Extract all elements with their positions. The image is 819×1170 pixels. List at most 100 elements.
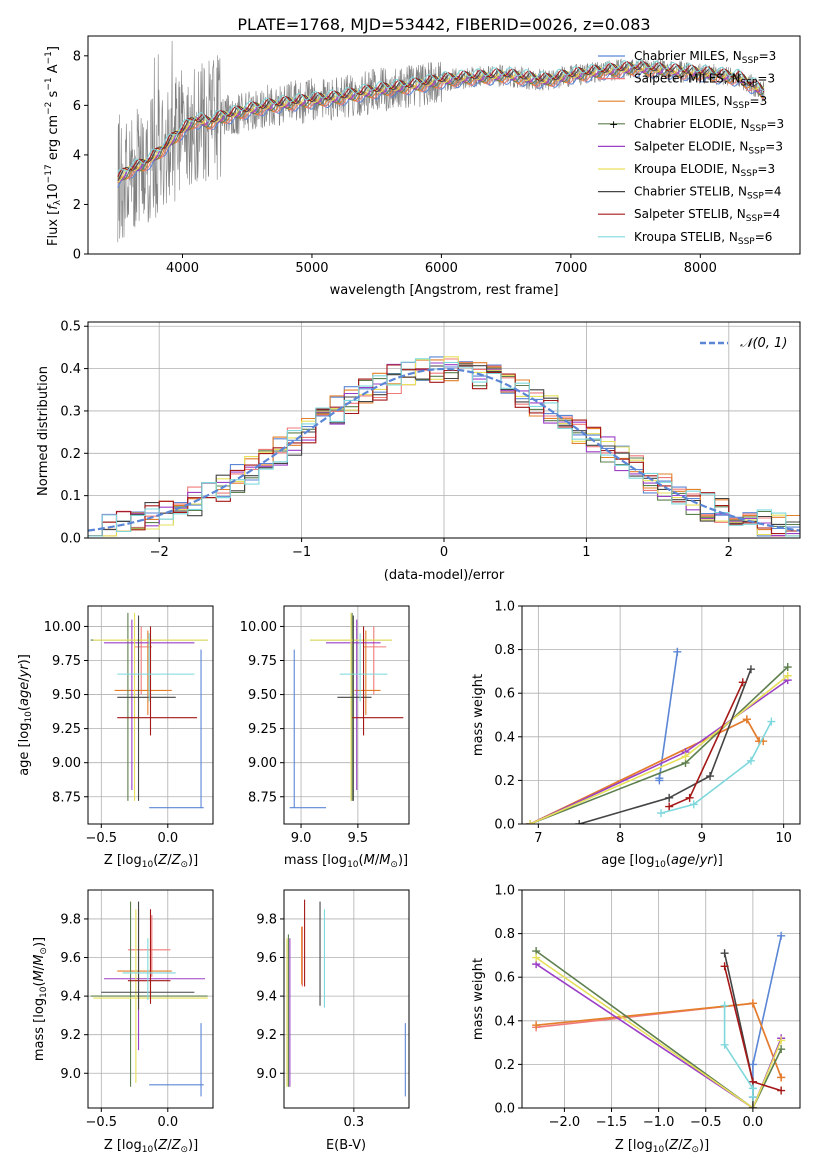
weight-point-kroupa-stelib — [720, 1001, 729, 1010]
residuals-ytick-label: 0.4 — [60, 362, 81, 377]
weight-point-chabrier-stelib — [748, 1104, 757, 1108]
weight-line-chabrier-stelib — [723, 953, 754, 1108]
weight-point-salpeter-stelib — [665, 802, 674, 811]
legend-label-kroupa-stelib: Kroupa STELIB, NSSP=6 — [634, 230, 772, 247]
residuals-marks — [88, 356, 800, 537]
weight-z-ytick-label: 0.2 — [494, 1058, 515, 1073]
weight-line-kroupa-elodie — [529, 675, 789, 824]
residuals-ytick-label: 0.1 — [60, 489, 81, 504]
weight-age-ytick-label: 0.6 — [494, 687, 515, 702]
weight-z-marks — [532, 931, 786, 1108]
weight-line-kroupa-elodie — [535, 956, 782, 1108]
legend-label-kroupa-elodie: Kroupa ELODIE, NSSP=3 — [634, 162, 775, 179]
residuals-legend: 𝒩(0, 1) — [700, 336, 787, 351]
age-mass-xtick-label: 9.5 — [348, 831, 369, 846]
legend-sub: SSP — [738, 237, 755, 247]
mass-z-xtick-label: −0.5 — [86, 1115, 118, 1130]
spectrum-ytick-label: 4 — [73, 148, 81, 163]
model-spectrum-chabrier-stelib — [117, 62, 765, 181]
weight-z-xtick-label: −1.0 — [643, 1115, 675, 1130]
weight-point-chabrier-stelib — [720, 949, 729, 958]
spectrum-plot-area: 4000 5000 6000 7000 8000 0 2 4 6 8 — [73, 35, 801, 276]
spectrum-frame — [87, 35, 801, 255]
mass-z-ylabel: mass [log10(M/M⊙)] — [32, 937, 49, 1061]
weight-point-chabrier-miles — [673, 647, 682, 656]
age-mass-frame — [283, 605, 410, 825]
residual-hist-salpeter-stelib — [88, 364, 800, 537]
weight-point-kroupa-stelib — [767, 717, 776, 726]
weight-z-xtick-label: −0.5 — [690, 1115, 722, 1130]
age-mass-ytick-label: 8.75 — [248, 790, 277, 805]
mass-ebv-marks — [286, 899, 406, 1097]
legend-sub: SSP — [747, 192, 764, 202]
residuals-xtick-label: −1 — [292, 545, 311, 560]
legend-sub: SSP — [741, 79, 758, 89]
spectrum-ytick-label: 2 — [73, 198, 81, 213]
residuals-xtick-label: −2 — [150, 545, 169, 560]
figure-title: PLATE=1768, MJD=53442, FIBERID=0026, z=0… — [237, 15, 650, 34]
model-spectrum-chabrier-miles — [117, 69, 765, 188]
weight-z-ylabel: mass weight — [471, 958, 486, 1040]
weight-point-salpeter-stelib — [685, 793, 694, 802]
spectrum-xtick-label: 8000 — [684, 261, 717, 276]
mass-z-xtick-label: 0.0 — [157, 1115, 178, 1130]
age-mass-ytick-label: 10.00 — [240, 620, 277, 635]
legend-value: =3 — [765, 139, 783, 153]
spectrum-ytick-label: 0 — [73, 248, 81, 263]
spectrum-ticks: 4000 5000 6000 7000 8000 0 2 4 6 8 — [73, 49, 717, 276]
weight-age-ytick-label: 0.4 — [494, 730, 515, 745]
legend-value: =3 — [757, 162, 775, 176]
legend-marker: + — [609, 118, 618, 131]
mass-z-ticks: −0.5 0.0 9.0 9.2 9.4 9.6 9.8 — [60, 912, 178, 1130]
residual-hist-kroupa-stelib — [88, 358, 800, 537]
weight-line-chabrier-stelib — [578, 668, 752, 824]
weight-point-salpeter-stelib — [777, 1086, 786, 1095]
weight-age-xlabel: age [log10(age/yr)] — [601, 853, 723, 870]
mass-z-ytick-label: 9.6 — [60, 951, 81, 966]
residuals-xtick-label: 0 — [440, 545, 448, 560]
mass-ebv-ytick-label: 9.4 — [256, 990, 277, 1005]
panel-weight-age: 7 8 9 10 0.0 0.2 0.4 0.6 0.8 1.0 — [494, 600, 801, 847]
age-mass-ytick-label: 9.50 — [248, 688, 277, 703]
mass-ebv-ytick-label: 9.0 — [256, 1067, 277, 1082]
weight-point-kroupa-miles — [748, 999, 757, 1008]
residuals-plot-area: −2 −1 0 1 2 0.0 0.1 0.2 0.3 0.4 0.5 — [60, 320, 801, 560]
age-z-ytick-label: 9.50 — [52, 688, 81, 703]
residuals-xtick-label: 2 — [725, 545, 733, 560]
weight-point-kroupa-elodie — [526, 820, 535, 824]
legend-sub: SSP — [733, 101, 750, 111]
mass-z-ytick-label: 9.0 — [60, 1067, 81, 1082]
age-z-ylabel: age [log10(age/yr)] — [17, 654, 34, 776]
weight-line-kroupa-stelib — [660, 721, 773, 814]
age-mass-ticks: 9.0 9.5 8.75 9.00 9.25 9.50 9.75 10.00 — [240, 620, 368, 846]
weight-age-ytick-label: 0.2 — [494, 774, 515, 789]
mass-ebv-ytick-label: 9.6 — [256, 951, 277, 966]
mass-z-frame — [87, 889, 214, 1109]
panel-age-mass: 9.0 9.5 8.75 9.00 9.25 9.50 9.75 10.00 — [240, 605, 410, 846]
age-z-frame — [87, 605, 214, 825]
legend-label-chabrier-elodie: Chabrier ELODIE, NSSP=3 — [634, 117, 784, 134]
age-mass-ytick-label: 9.00 — [248, 756, 277, 771]
panel-residuals: −2 −1 0 1 2 0.0 0.1 0.2 0.3 0.4 0.5 (data-model)/e… — [36, 320, 801, 583]
legend-sub: SSP — [750, 124, 767, 134]
mass-ebv-ytick-label: 9.8 — [256, 912, 277, 927]
weight-line-chabrier-elodie — [535, 950, 782, 1108]
residuals-ytick-label: 0.0 — [60, 532, 81, 547]
weight-z-xtick-label: −1.5 — [596, 1115, 628, 1130]
weight-age-xtick-label: 9 — [698, 831, 706, 846]
weight-point-kroupa-elodie — [681, 752, 690, 761]
normal-curve — [88, 367, 800, 532]
mass-z-marks — [90, 901, 208, 1097]
weight-age-ticks: 7 8 9 10 0.0 0.2 0.4 0.6 0.8 1.0 — [494, 600, 792, 847]
weight-line-salpeter-elodie — [529, 679, 789, 824]
spectrum-ytick-label: 8 — [73, 49, 81, 64]
weight-point-kroupa-stelib — [720, 1040, 729, 1049]
mass-ebv-xtick-label: 0.3 — [344, 1115, 365, 1130]
legend-value: =3 — [759, 49, 777, 63]
legend-sub: SSP — [746, 214, 763, 224]
legend-label-salpeter-miles: Salpeter MILES, NSSP=3 — [634, 72, 775, 89]
spectrum-xtick-label: 5000 — [295, 261, 328, 276]
model-spectrum-kroupa-stelib — [117, 59, 765, 173]
mass-z-ytick-label: 9.4 — [60, 990, 81, 1005]
